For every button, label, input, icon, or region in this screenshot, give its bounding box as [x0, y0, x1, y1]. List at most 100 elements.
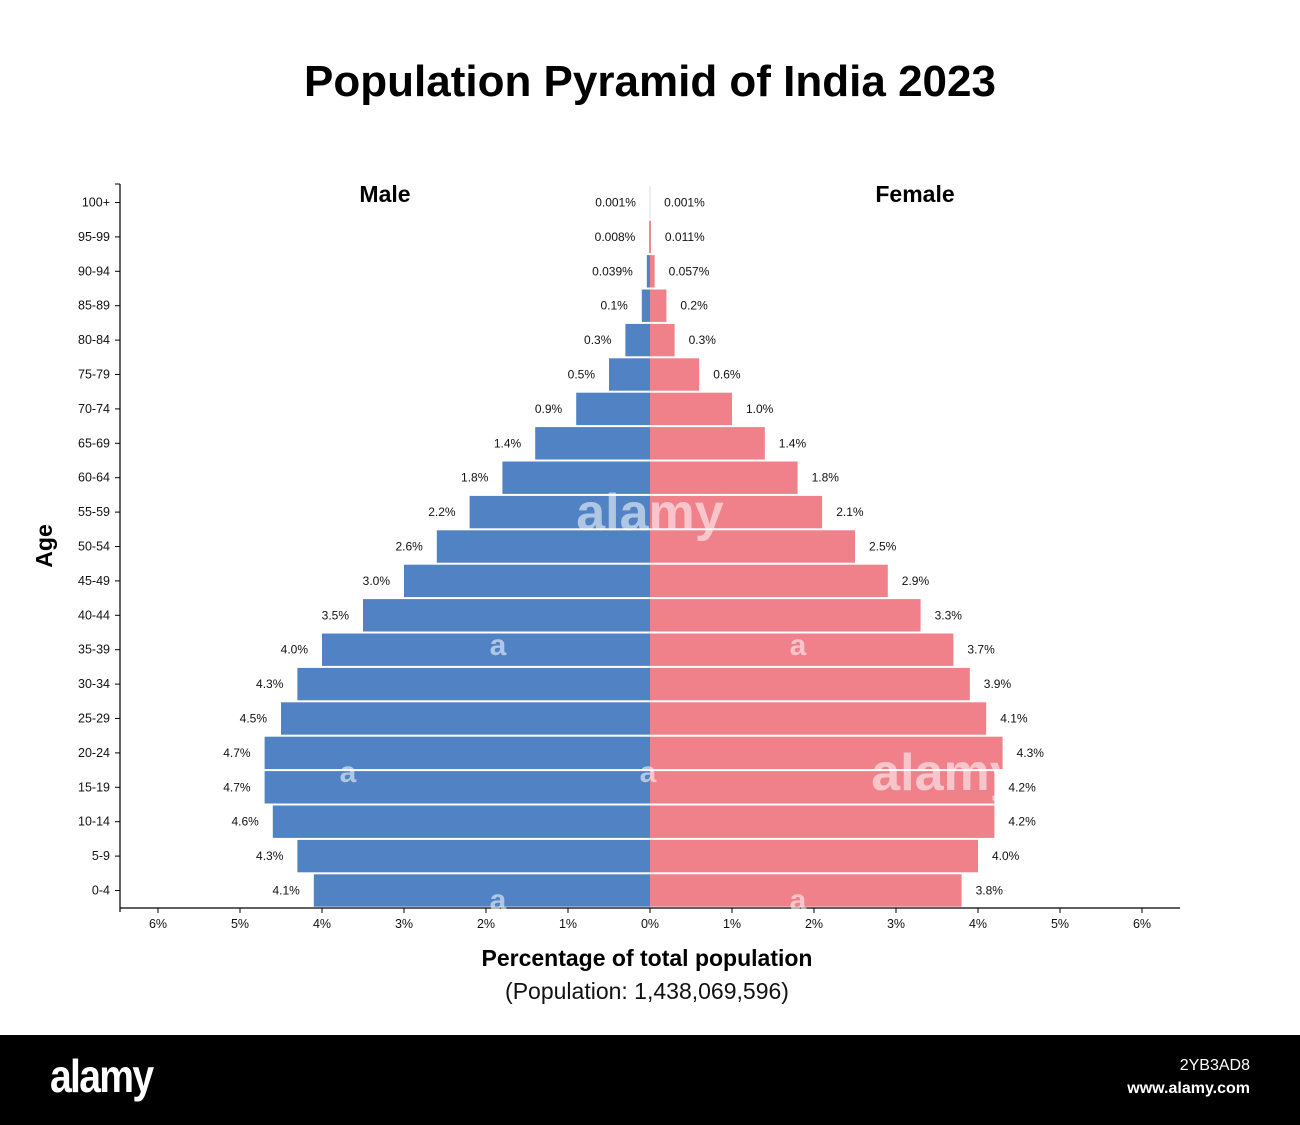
female-value-label: 0.6% — [713, 368, 741, 382]
female-value-label: 2.9% — [902, 574, 930, 588]
female-bar-45-49 — [650, 564, 888, 598]
male-value-label: 0.008% — [595, 230, 636, 244]
female-value-label: 3.8% — [976, 884, 1004, 898]
female-bar-20-24 — [650, 736, 1003, 770]
footer-bar: alamy 2YB3AD8 www.alamy.com — [0, 1035, 1300, 1125]
female-value-label: 0.001% — [664, 196, 705, 210]
female-value-label: 0.057% — [669, 264, 710, 278]
x-tick-label: 4% — [969, 917, 987, 931]
y-tick-label: 0-4 — [92, 884, 110, 898]
male-bar-30-34 — [297, 667, 650, 701]
female-bar-65-69 — [650, 427, 765, 460]
watermark-group: alamy alamy a a a a a a — [340, 484, 1019, 917]
female-bar-75-79 — [650, 358, 700, 391]
male-bar-60-64 — [502, 461, 650, 494]
female-bar-90-94 — [650, 255, 655, 288]
female-value-label: 0.011% — [665, 230, 705, 244]
y-tick-label: 15-19 — [78, 780, 110, 794]
male-bar-10-14 — [272, 805, 650, 838]
female-bar-35-39 — [650, 633, 954, 666]
y-tick-label: 20-24 — [78, 746, 110, 760]
male-value-label: 4.3% — [256, 677, 284, 691]
y-tick-label: 55-59 — [78, 505, 110, 519]
male-value-label: 4.5% — [240, 712, 268, 726]
x-tick-label: 0% — [641, 917, 659, 931]
alamy-logo: alamy — [50, 1050, 154, 1102]
female-value-label: 1.8% — [812, 471, 840, 485]
male-bar-15-19 — [264, 771, 650, 804]
male-value-label: 3.0% — [363, 574, 391, 588]
y-tick-label: 70-74 — [78, 402, 110, 416]
female-value-label: 2.1% — [836, 505, 864, 519]
watermark-text: alamy — [871, 744, 1019, 802]
y-tick-label: 60-64 — [78, 471, 110, 485]
male-side-label: Male — [359, 181, 410, 207]
x-tick-label: 2% — [477, 917, 495, 931]
male-value-label: 0.001% — [595, 196, 636, 210]
male-value-label: 2.2% — [428, 505, 456, 519]
y-axis: 0-4 5-9 10-14 15-19 20-24 25-29 30-34 35-39 40-4… — [78, 183, 121, 912]
watermark-text: a — [790, 629, 807, 662]
x-tick-label: 4% — [313, 917, 331, 931]
male-value-label: 0.9% — [535, 402, 563, 416]
male-bar-75-79 — [609, 358, 650, 391]
female-value-label: 4.1% — [1000, 712, 1028, 726]
chart-title: Population Pyramid of India 2023 — [304, 57, 996, 106]
male-bar-40-44 — [363, 599, 650, 632]
male-bar-5-9 — [297, 839, 650, 873]
male-value-label: 4.7% — [223, 780, 251, 794]
female-value-label: 4.0% — [992, 849, 1020, 863]
male-bar-50-54 — [436, 530, 650, 563]
x-axis-title: Percentage of total population — [482, 945, 813, 971]
y-tick-label: 50-54 — [78, 540, 110, 554]
female-value-label: 4.3% — [1017, 746, 1045, 760]
y-tick-label: 80-84 — [78, 333, 110, 347]
x-tick-label: 3% — [887, 917, 905, 931]
female-value-label: 3.7% — [967, 643, 995, 657]
female-bar-30-34 — [650, 667, 970, 701]
x-tick-label: 6% — [149, 917, 167, 931]
male-value-label: 2.6% — [395, 540, 423, 554]
male-bar-35-39 — [322, 633, 650, 666]
value-labels-group: 4.1% 3.8% 4.3% 4.0% 4.6% 4.2% 4.7% 4.2% 4.7% 4.3%… — [223, 196, 1044, 898]
x-tick-label: 2% — [805, 917, 823, 931]
male-bar-20-24 — [264, 736, 650, 770]
y-tick-label: 10-14 — [78, 815, 110, 829]
x-tick-label: 5% — [231, 917, 249, 931]
x-axis: 6% 5% 4% 3% 2% 1% 0% 1% 2% 3% 4% 5% 6% — [120, 907, 1180, 931]
y-tick-label: 25-29 — [78, 712, 110, 726]
female-value-label: 3.3% — [935, 608, 963, 622]
female-bar-85-89 — [650, 289, 667, 322]
x-tick-label: 1% — [559, 917, 577, 931]
y-tick-label: 65-69 — [78, 436, 110, 450]
male-bar-45-49 — [404, 564, 650, 598]
female-value-label: 2.5% — [869, 540, 897, 554]
male-bar-0-4 — [313, 874, 650, 907]
male-value-label: 4.3% — [256, 849, 284, 863]
female-bar-5-9 — [650, 839, 978, 873]
female-bar-70-74 — [650, 392, 732, 426]
male-value-label: 0.5% — [568, 368, 596, 382]
female-value-label: 4.2% — [1008, 780, 1036, 794]
watermark-text: a — [340, 756, 357, 789]
male-bar-55-59 — [469, 495, 650, 529]
male-value-label: 3.5% — [322, 608, 350, 622]
male-value-label: 0.1% — [600, 299, 628, 313]
x-tick-label: 1% — [723, 917, 741, 931]
male-value-label: 4.7% — [223, 746, 251, 760]
watermark-text: a — [640, 756, 657, 789]
population-subtitle: (Population: 1,438,069,596) — [505, 978, 789, 1004]
female-side-label: Female — [875, 181, 954, 207]
male-bar-90-94 — [646, 255, 650, 288]
image-id: 2YB3AD8 — [1179, 1057, 1250, 1074]
male-bar-65-69 — [535, 427, 650, 460]
male-value-label: 4.1% — [272, 884, 300, 898]
male-value-label: 1.8% — [461, 471, 489, 485]
bars-group — [264, 186, 1003, 907]
y-tick-label: 5-9 — [92, 849, 110, 863]
y-tick-label: 95-99 — [78, 230, 110, 244]
y-tick-label: 35-39 — [78, 643, 110, 657]
y-tick-label: 100+ — [82, 196, 110, 210]
male-value-label: 4.6% — [231, 815, 259, 829]
female-value-label: 4.2% — [1008, 815, 1036, 829]
